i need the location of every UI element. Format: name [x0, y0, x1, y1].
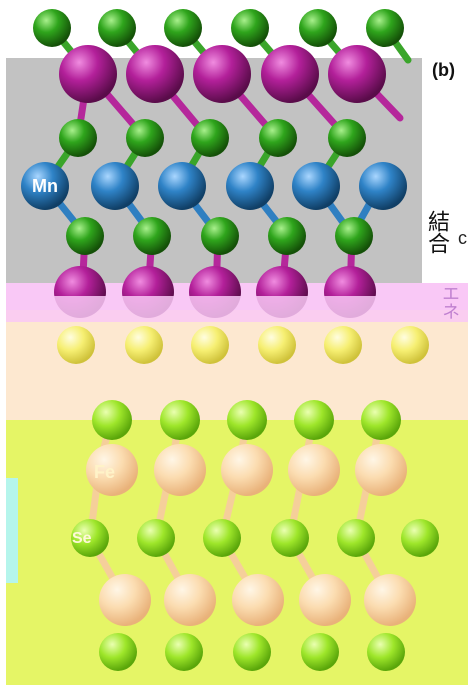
atom-lime: [401, 519, 439, 557]
atom-blue: [91, 162, 139, 210]
panel-label: (b): [432, 60, 455, 80]
atom-peach: [154, 444, 206, 496]
atom-magenta: [328, 45, 386, 103]
atom-lime: [233, 633, 271, 671]
pink-overlay: [6, 296, 468, 322]
atom-magenta: [261, 45, 319, 103]
peach-row-2: [99, 574, 416, 626]
atom-green: [33, 9, 71, 47]
lime-row-3: [99, 633, 405, 671]
atom-yellow: [324, 326, 362, 364]
atom-lime: [137, 519, 175, 557]
atom-green: [299, 9, 337, 47]
green-row-2: [59, 119, 366, 157]
side-text-top: 結合: [424, 210, 449, 254]
atom-green: [201, 217, 239, 255]
atom-blue: [226, 162, 274, 210]
atom-yellow: [125, 326, 163, 364]
magenta-row: [59, 45, 386, 103]
atom-magenta: [59, 45, 117, 103]
atom-green: [335, 217, 373, 255]
element-label-fe: Fe: [94, 462, 116, 482]
side-text-bottom: エネ: [439, 284, 460, 320]
element-label-mn: Mn: [32, 176, 58, 196]
atom-lime: [71, 519, 109, 557]
atom-green: [268, 217, 306, 255]
atom-green: [191, 119, 229, 157]
atom-peach: [164, 574, 216, 626]
atom-lime: [160, 400, 200, 440]
atom-magenta: [193, 45, 251, 103]
atom-lime: [337, 519, 375, 557]
atom-peach: [288, 444, 340, 496]
atom-blue: [158, 162, 206, 210]
atom-yellow: [191, 326, 229, 364]
atom-lime: [92, 400, 132, 440]
atom-green: [259, 119, 297, 157]
atom-blue: [292, 162, 340, 210]
atom-green: [133, 217, 171, 255]
atom-green: [59, 119, 97, 157]
atom-lime: [367, 633, 405, 671]
top-green-row: [33, 9, 404, 47]
atom-green: [66, 217, 104, 255]
element-label-se: Se: [72, 530, 92, 547]
atom-blue: [21, 162, 69, 210]
atom-lime: [227, 400, 267, 440]
atom-lime: [301, 633, 339, 671]
atom-green: [328, 119, 366, 157]
atom-green: [164, 9, 202, 47]
atom-lime: [294, 400, 334, 440]
atom-peach: [99, 574, 151, 626]
atom-peach: [232, 574, 284, 626]
atom-peach: [221, 444, 273, 496]
atom-yellow: [57, 326, 95, 364]
atom-peach: [364, 574, 416, 626]
atom-yellow: [258, 326, 296, 364]
atom-green: [126, 119, 164, 157]
blue-row: [21, 162, 407, 210]
lime-row-1: [92, 400, 401, 440]
lime-row-2: [71, 519, 439, 557]
atom-lime: [361, 400, 401, 440]
peach-row-1: [86, 444, 407, 496]
atom-green: [231, 9, 269, 47]
atom-peach: [299, 574, 351, 626]
atom-peach: [355, 444, 407, 496]
atom-yellow: [391, 326, 429, 364]
atom-lime: [165, 633, 203, 671]
cyan-strip: [6, 478, 18, 583]
yellow-atom-row: [57, 326, 429, 364]
atom-lime: [271, 519, 309, 557]
atom-green: [366, 9, 404, 47]
green-row-3: [66, 217, 373, 255]
atom-magenta: [126, 45, 184, 103]
atom-lime: [99, 633, 137, 671]
side-text-c: c: [458, 228, 467, 248]
atom-lime: [203, 519, 241, 557]
atom-green: [98, 9, 136, 47]
atom-blue: [359, 162, 407, 210]
atom-peach: [86, 444, 138, 496]
